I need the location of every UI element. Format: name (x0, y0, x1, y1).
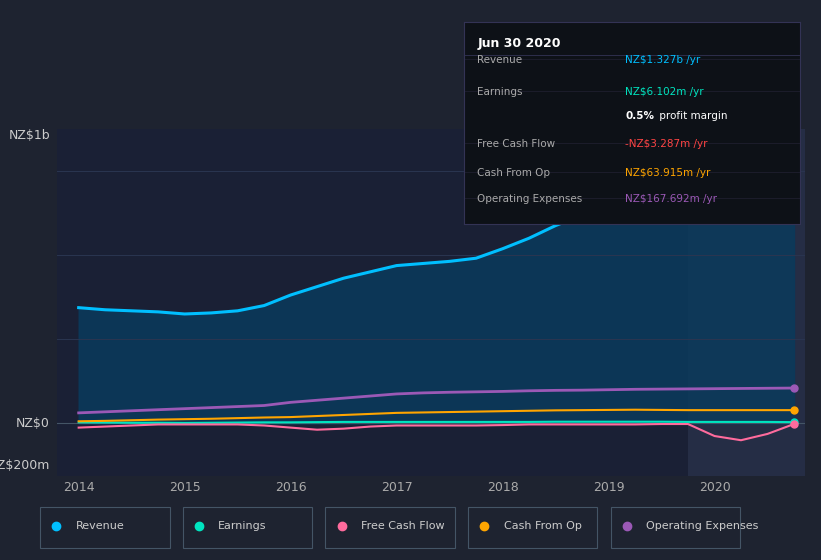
Bar (688, 129, 805, 476)
Text: NZ$63.915m /yr: NZ$63.915m /yr (626, 167, 711, 178)
Text: profit margin: profit margin (656, 111, 727, 121)
Text: -NZ$3.287m /yr: -NZ$3.287m /yr (626, 139, 708, 150)
Text: Revenue: Revenue (477, 55, 522, 65)
Text: NZ$1.327b /yr: NZ$1.327b /yr (626, 55, 700, 65)
Text: NZ$167.692m /yr: NZ$167.692m /yr (626, 194, 718, 204)
Text: Cash From Op: Cash From Op (477, 167, 550, 178)
Text: Cash From Op: Cash From Op (503, 521, 581, 531)
Text: Operating Expenses: Operating Expenses (646, 521, 759, 531)
Text: NZ$0: NZ$0 (16, 417, 50, 430)
Text: Operating Expenses: Operating Expenses (477, 194, 583, 204)
Text: 0.5%: 0.5% (626, 111, 654, 121)
Text: Revenue: Revenue (76, 521, 125, 531)
Text: NZ$1b: NZ$1b (8, 129, 50, 142)
Text: Jun 30 2020: Jun 30 2020 (477, 36, 561, 49)
Text: -NZ$200m: -NZ$200m (0, 459, 50, 472)
Text: Earnings: Earnings (218, 521, 267, 531)
Text: Earnings: Earnings (477, 87, 523, 97)
Text: Free Cash Flow: Free Cash Flow (477, 139, 556, 150)
Text: Free Cash Flow: Free Cash Flow (361, 521, 444, 531)
Text: NZ$6.102m /yr: NZ$6.102m /yr (626, 87, 704, 97)
